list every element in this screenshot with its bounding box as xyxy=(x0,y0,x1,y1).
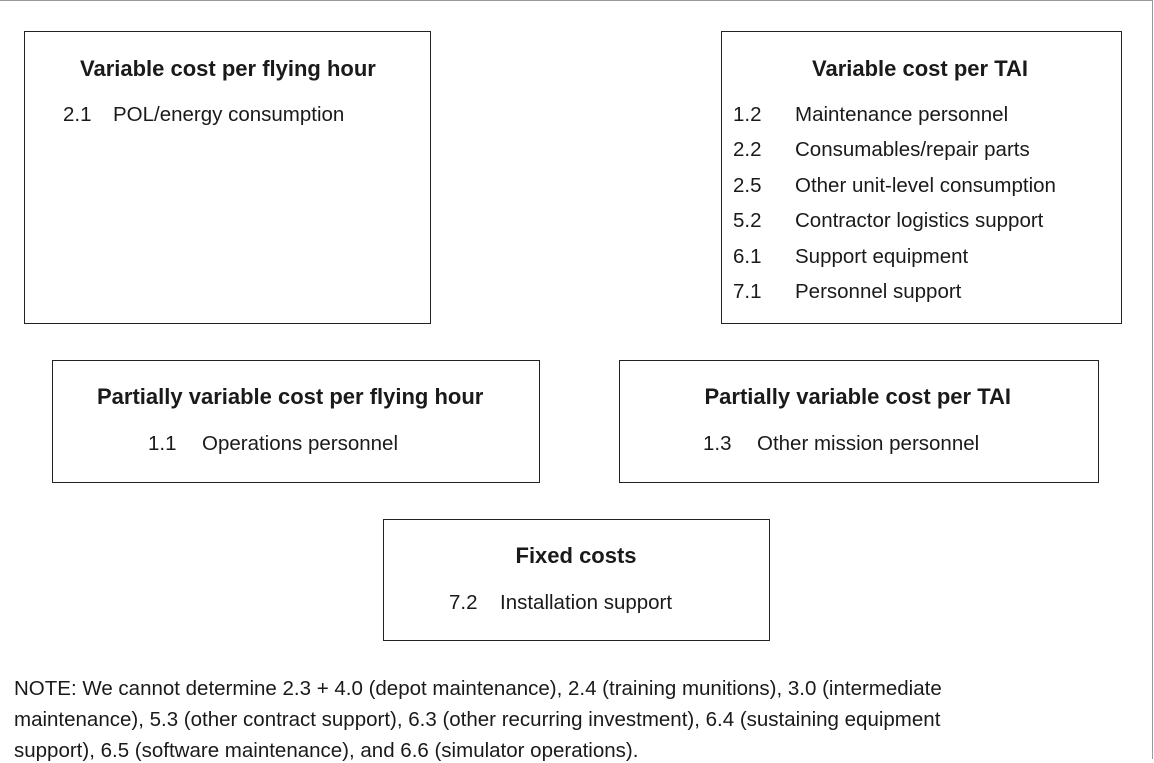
note-line: NOTE: We cannot determine 2.3 + 4.0 (dep… xyxy=(14,677,942,700)
item-code: 2.2 xyxy=(733,138,762,162)
item-code: 7.2 xyxy=(449,591,478,614)
item-code: 6.1 xyxy=(733,244,762,268)
item-code: 1.1 xyxy=(148,432,177,455)
box xyxy=(619,360,1099,483)
item-label: Other unit-level consumption xyxy=(795,173,1056,197)
item-code: 2.1 xyxy=(63,103,92,126)
box-title: Fixed costs xyxy=(515,543,637,568)
box xyxy=(721,31,1122,324)
note-line: maintenance), 5.3 (other contract suppor… xyxy=(14,708,941,731)
item-label: Personnel support xyxy=(795,280,962,303)
note-line: support), 6.5 (software maintenance), an… xyxy=(14,739,639,762)
box xyxy=(24,31,431,324)
item-label: Support equipment xyxy=(795,244,969,268)
item-label: Operations personnel xyxy=(202,432,399,455)
item-label: Consumables/repair parts xyxy=(795,138,1030,162)
item-code: 1.2 xyxy=(733,103,762,126)
item-label: Installation support xyxy=(500,591,673,614)
box xyxy=(383,519,770,641)
item-label: Other mission personnel xyxy=(757,432,980,455)
item-label: Maintenance personnel xyxy=(795,103,1009,126)
item-label: Contractor logistics support xyxy=(795,209,1044,233)
item-code: 2.5 xyxy=(733,173,762,197)
box-title: Partially variable cost per flying hour xyxy=(97,384,484,409)
box-title: Variable cost per TAI xyxy=(812,56,1029,81)
box xyxy=(52,360,540,483)
box-title: Variable cost per flying hour xyxy=(80,56,376,81)
item-code: 7.1 xyxy=(733,280,762,303)
box-title: Partially variable cost per TAI xyxy=(704,384,1012,409)
item-code: 5.2 xyxy=(733,209,762,233)
item-label: POL/energy consumption xyxy=(113,103,345,126)
item-code: 1.3 xyxy=(703,432,732,455)
